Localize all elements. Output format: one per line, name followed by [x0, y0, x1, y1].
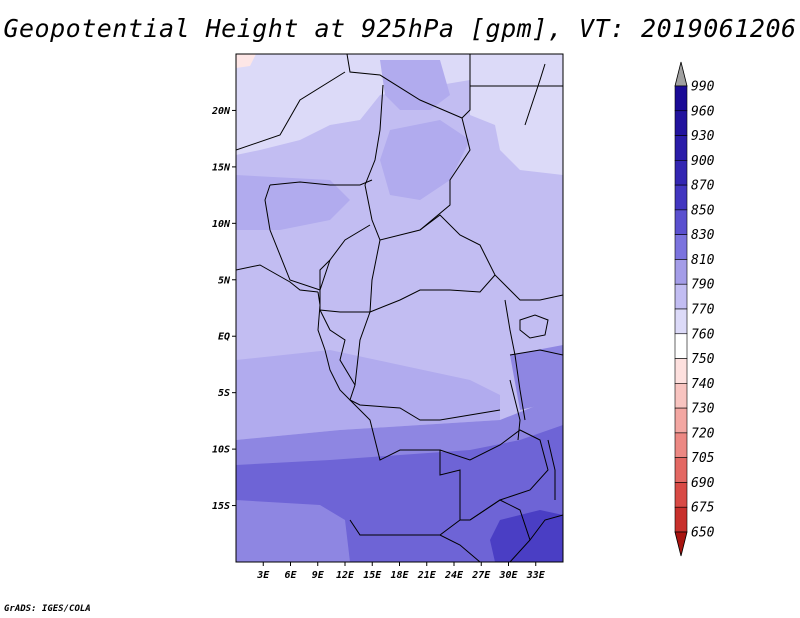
- border-cameroon-car: [319, 239, 381, 313]
- lon-tick-label: 33E: [526, 570, 546, 581]
- colorbar-box: [674, 407, 688, 434]
- colorbar-label: 770: [691, 303, 715, 318]
- colorbar-box: [674, 259, 688, 285]
- field-760-corner: [236, 54, 256, 68]
- lon-tick-label: 21E: [417, 570, 437, 581]
- colorbar-box: [674, 333, 688, 359]
- colorbar-label: 740: [691, 377, 715, 392]
- field-770-northeast: [470, 54, 563, 175]
- colorbar-label: 900: [691, 154, 715, 169]
- border-zimbabwe: [469, 499, 531, 562]
- field-810-south: [236, 350, 500, 440]
- lat-tick-label: 15S: [212, 501, 230, 512]
- lon-tick-label: 15E: [363, 570, 382, 581]
- coastline-west-africa: [236, 264, 319, 293]
- lon-tick-label: 6E: [284, 570, 297, 581]
- colorbar-box: [674, 308, 688, 335]
- colorbar-box: [674, 110, 688, 136]
- colorbar-box: [674, 457, 688, 483]
- colorbar-label: 750: [691, 352, 715, 367]
- border-tanzania-kenya: [509, 349, 563, 356]
- coastline-red-sea: [524, 63, 546, 126]
- border-niger-south: [269, 179, 373, 186]
- colorbar-box: [674, 383, 688, 409]
- colorbar-label: 675: [691, 501, 715, 516]
- lon-tick-label: 3E: [256, 570, 270, 581]
- colorbar-box: [674, 283, 688, 310]
- border-nigeria: [264, 184, 371, 291]
- latitude-axis: 20N 15N 10N 5N EQ 5S 10S 15S: [211, 106, 236, 512]
- colorbar-box: [674, 209, 688, 235]
- lake-victoria: [519, 314, 549, 339]
- border-mali-niger: [236, 71, 346, 151]
- colorbar-over-triangle: [674, 61, 688, 87]
- colorbar-box: [674, 234, 688, 260]
- field-870-southeast: [490, 510, 563, 562]
- country-borders: [236, 54, 563, 562]
- border-mozambique: [529, 514, 563, 541]
- lon-tick-label: 30E: [498, 570, 518, 581]
- colorbar-label: 850: [691, 203, 715, 218]
- grads-credit: GrADS: IGES/COLA: [4, 604, 91, 614]
- lat-tick-label: 15N: [212, 162, 231, 173]
- border-uganda-lake: [504, 299, 526, 421]
- colorbar-label: 690: [691, 476, 715, 491]
- border-car-drc: [369, 274, 496, 313]
- colorbar-label: 810: [691, 253, 715, 268]
- colorbar-label: 830: [691, 228, 715, 243]
- field-810-central: [380, 120, 470, 200]
- colorbar-box: [674, 506, 688, 533]
- lake-malawi: [547, 439, 556, 500]
- colorbar-label: 730: [691, 402, 715, 417]
- border-libya-algeria-niger: [346, 54, 471, 119]
- colorbar-label: 790: [691, 278, 715, 293]
- field-810-sahel: [380, 60, 450, 110]
- field-830-east: [510, 345, 563, 410]
- lon-tick-label: 24E: [444, 570, 464, 581]
- colorbar-box: [674, 160, 688, 186]
- colorbar-label: 760: [691, 327, 715, 342]
- colorbar-box: [674, 184, 688, 211]
- field-830-southwest: [236, 500, 350, 562]
- lat-tick-label: 10N: [212, 219, 231, 230]
- lat-tick-label: EQ: [218, 332, 230, 343]
- geopotential-field: [236, 54, 563, 562]
- lon-tick-label: 18E: [390, 570, 409, 581]
- coastline-gulf-guinea: [317, 291, 351, 401]
- lon-tick-label: 12E: [336, 570, 355, 581]
- border-drc-congo: [349, 311, 501, 421]
- colorbar-label: 930: [691, 129, 715, 144]
- colorbar-label: 650: [691, 526, 715, 541]
- colorbar-box: [674, 85, 688, 112]
- colorbar-label: 990: [691, 80, 715, 95]
- lon-tick-label: 27E: [471, 570, 491, 581]
- colorbar-label: 720: [691, 426, 715, 441]
- colorbar-under-triangle: [674, 531, 688, 557]
- lat-tick-label: 20N: [211, 106, 231, 117]
- field-810-west: [236, 175, 350, 230]
- lon-tick-label: 9E: [312, 570, 325, 581]
- lat-tick-label: 10S: [212, 445, 230, 456]
- colorbar-label: 960: [691, 104, 715, 119]
- lat-tick-label: 5N: [218, 275, 231, 286]
- colorbar-label: 705: [691, 451, 715, 466]
- longitude-axis: 3E 6E 9E 12E 15E 18E 21E 24E 27E 30E 33E: [256, 562, 546, 581]
- lat-tick-label: 5S: [218, 388, 230, 399]
- colorbar: 990 960 930 900 870 850 830 810 790 770 760 750 740 7…: [674, 61, 715, 557]
- colorbar-box: [674, 482, 688, 508]
- lake-tanganyika: [509, 379, 521, 441]
- colorbar-box: [674, 358, 688, 384]
- border-namibia-botswana: [360, 534, 481, 562]
- colorbar-label: 870: [691, 179, 715, 194]
- border-sudan-car: [419, 214, 563, 301]
- map-title: Geopotential Height at 925hPa [gpm], VT:…: [3, 14, 797, 43]
- colorbar-box: [674, 135, 688, 161]
- border-gabon-congo: [319, 309, 356, 386]
- colorbar-box: [674, 432, 688, 458]
